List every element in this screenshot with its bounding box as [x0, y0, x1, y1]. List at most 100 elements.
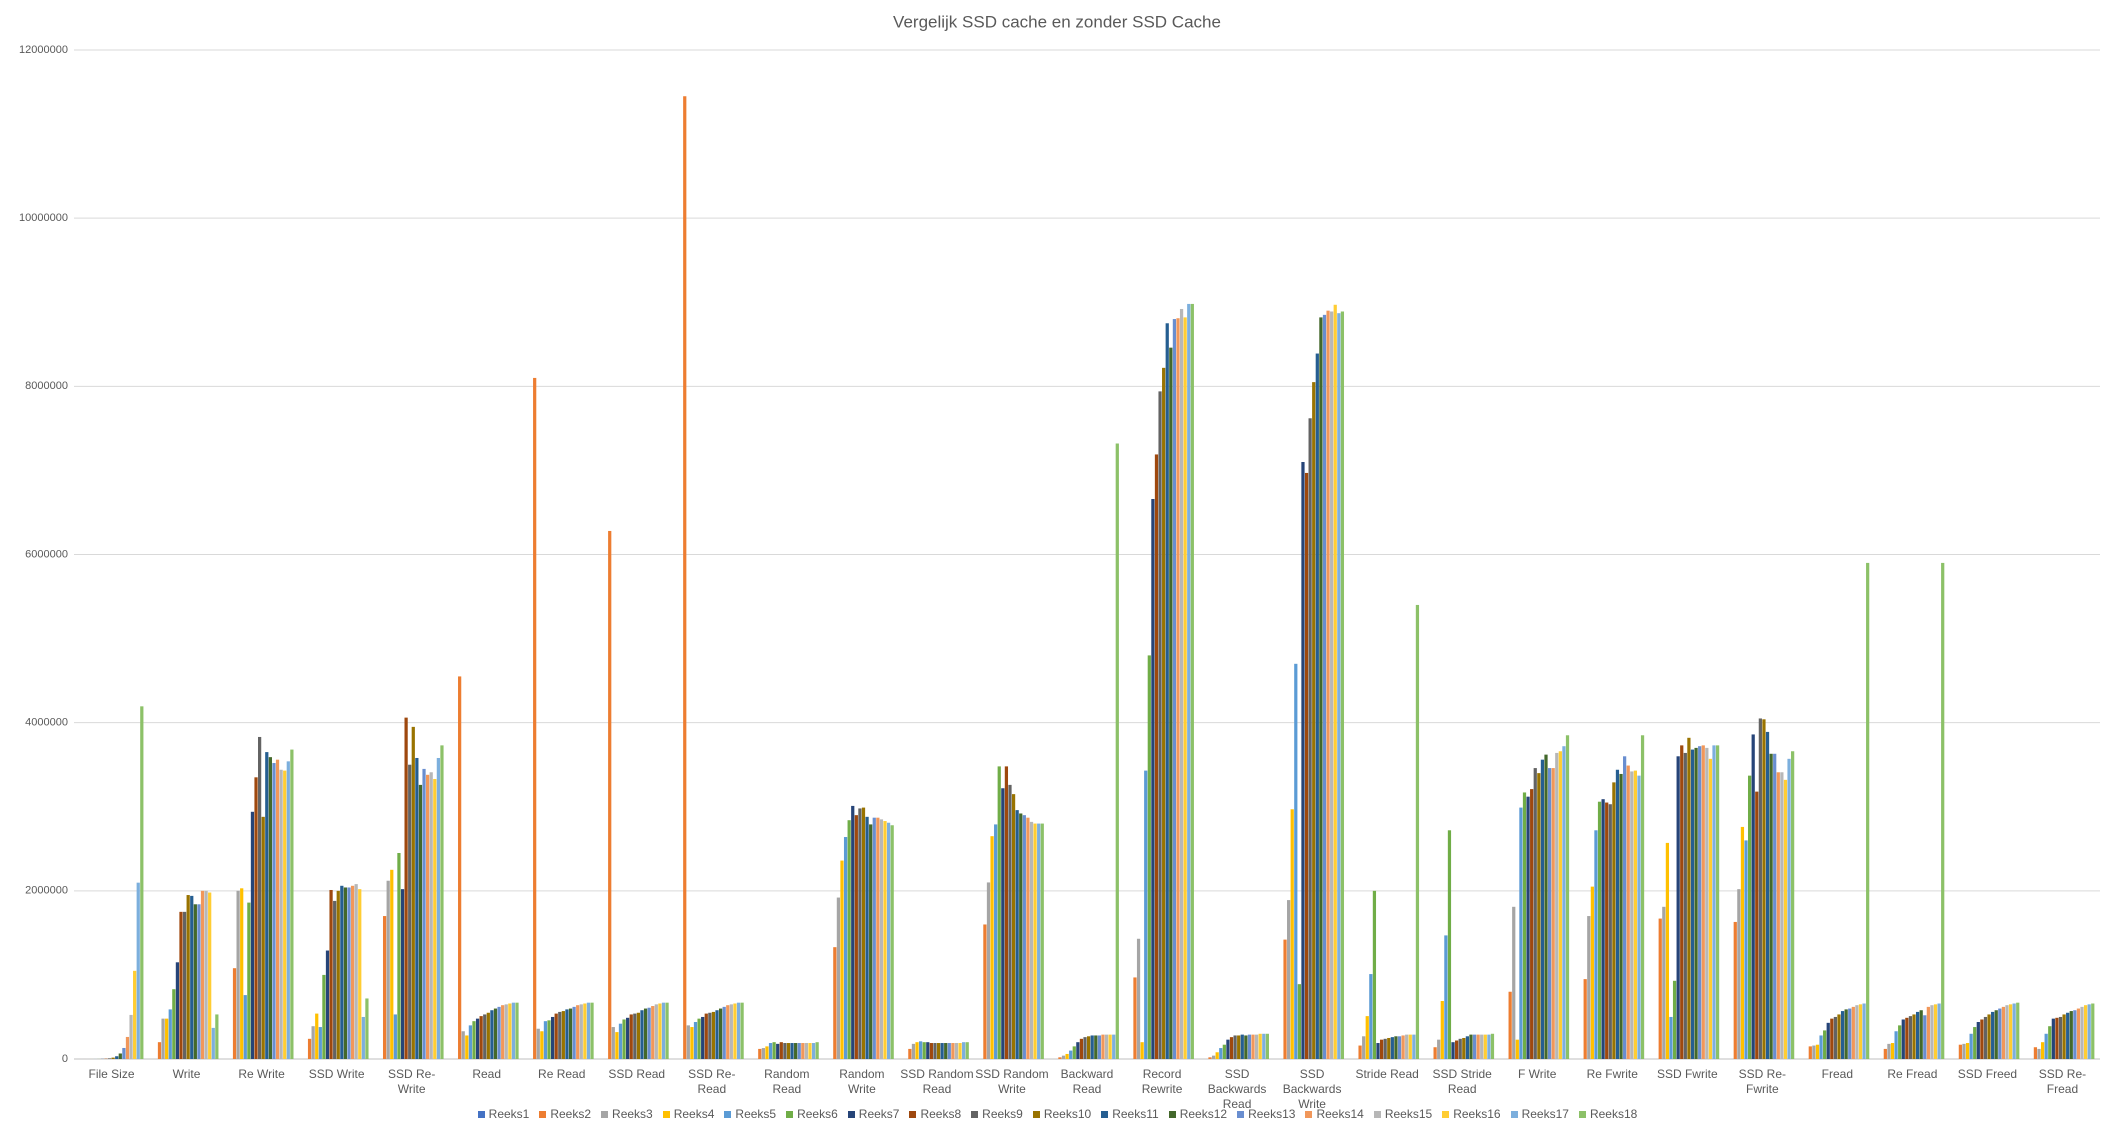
bar — [1976, 1022, 1980, 1059]
bar — [404, 717, 408, 1059]
bar — [2073, 1010, 2077, 1059]
bar — [1755, 791, 1759, 1059]
bar — [325, 950, 330, 1059]
bar — [711, 1011, 716, 1059]
bar — [1387, 1037, 1391, 1059]
bar — [422, 768, 426, 1059]
bar — [643, 1008, 648, 1059]
legend-swatch — [847, 1110, 855, 1118]
bar — [1637, 775, 1641, 1059]
bar — [190, 895, 194, 1059]
bar — [275, 759, 280, 1059]
bar — [1826, 1022, 1830, 1059]
bar — [1240, 1034, 1244, 1059]
bar — [1715, 745, 1720, 1059]
bar — [1319, 317, 1323, 1059]
bar — [386, 880, 390, 1059]
bar — [1011, 794, 1016, 1059]
bar — [550, 1016, 555, 1059]
bar — [1526, 796, 1530, 1059]
bar — [1987, 1014, 1991, 1059]
legend-label: Reeks7 — [858, 1107, 900, 1121]
bar — [1744, 840, 1748, 1059]
bar — [1140, 1042, 1144, 1059]
bar — [1780, 772, 1784, 1059]
bar — [1447, 830, 1452, 1059]
bar — [811, 1043, 816, 1059]
bar — [1390, 1037, 1394, 1059]
bar — [1154, 454, 1159, 1060]
bar — [461, 1031, 465, 1059]
bar — [568, 1008, 573, 1059]
bar — [915, 1042, 919, 1059]
bar — [579, 1004, 583, 1059]
bar — [1472, 1034, 1477, 1059]
bar — [1676, 756, 1680, 1059]
bar — [611, 1027, 615, 1059]
bar — [1890, 1043, 1895, 1059]
bar — [1294, 663, 1298, 1059]
bar — [1169, 347, 1173, 1059]
bar — [322, 974, 326, 1059]
legend-label: Reeks1 — [488, 1107, 530, 1121]
bar — [1808, 1046, 1812, 1059]
legend-swatch — [1101, 1110, 1109, 1118]
bar — [1283, 939, 1287, 1059]
bar — [118, 1053, 122, 1059]
bar — [797, 1043, 801, 1059]
bar — [1369, 974, 1373, 1059]
bar — [661, 1002, 666, 1059]
bar — [515, 1002, 519, 1059]
bar — [186, 895, 190, 1059]
bar — [1623, 756, 1627, 1059]
bar — [715, 1010, 719, 1059]
bar — [408, 764, 412, 1059]
bar — [1901, 1019, 1905, 1059]
bar — [947, 1043, 951, 1059]
bar — [1815, 1044, 1820, 1059]
bar — [1533, 768, 1537, 1059]
bar — [1190, 303, 1194, 1060]
bar — [847, 820, 851, 1059]
bar — [658, 1003, 662, 1059]
bar — [1791, 751, 1795, 1059]
legend-item: Reeks7 — [847, 1107, 900, 1121]
x-tick-label: Fread — [1821, 1067, 1854, 1081]
bar — [1444, 935, 1448, 1059]
bar — [1229, 1037, 1234, 1059]
bar — [990, 836, 994, 1059]
x-tick-label: SSD Write — [308, 1067, 365, 1081]
x-tick-label: Random Write — [839, 1067, 885, 1096]
bar — [1469, 1034, 1473, 1059]
bar — [1222, 1044, 1226, 1059]
legend-item: Reeks10 — [1032, 1107, 1091, 1121]
bar — [865, 816, 869, 1059]
bar — [1512, 906, 1516, 1059]
bar — [1337, 313, 1341, 1059]
legend-swatch — [477, 1110, 485, 1118]
bar — [1937, 1003, 1941, 1059]
bar — [1690, 749, 1695, 1059]
bar — [736, 1002, 741, 1059]
bar — [1219, 1048, 1223, 1059]
x-tick-label: SSD Stride Read — [1432, 1067, 1492, 1096]
legend-item: Reeks12 — [1168, 1107, 1227, 1121]
bar — [690, 1027, 694, 1059]
bar — [261, 816, 265, 1059]
bar — [1701, 745, 1705, 1059]
bar — [1330, 311, 1334, 1060]
x-tick-label: Write — [172, 1067, 201, 1081]
bar — [618, 1023, 623, 1059]
bar — [933, 1043, 937, 1059]
legend-label: Reeks14 — [1316, 1107, 1364, 1121]
bar — [193, 904, 197, 1059]
bar — [622, 1019, 626, 1059]
bar — [157, 1042, 162, 1059]
bar — [1287, 900, 1291, 1059]
bar — [1022, 815, 1026, 1059]
bar — [1597, 801, 1602, 1059]
chart-title: Vergelijk SSD cache en zonder SSD Cache — [893, 12, 1221, 31]
bar — [133, 970, 137, 1059]
bar — [772, 1042, 776, 1059]
